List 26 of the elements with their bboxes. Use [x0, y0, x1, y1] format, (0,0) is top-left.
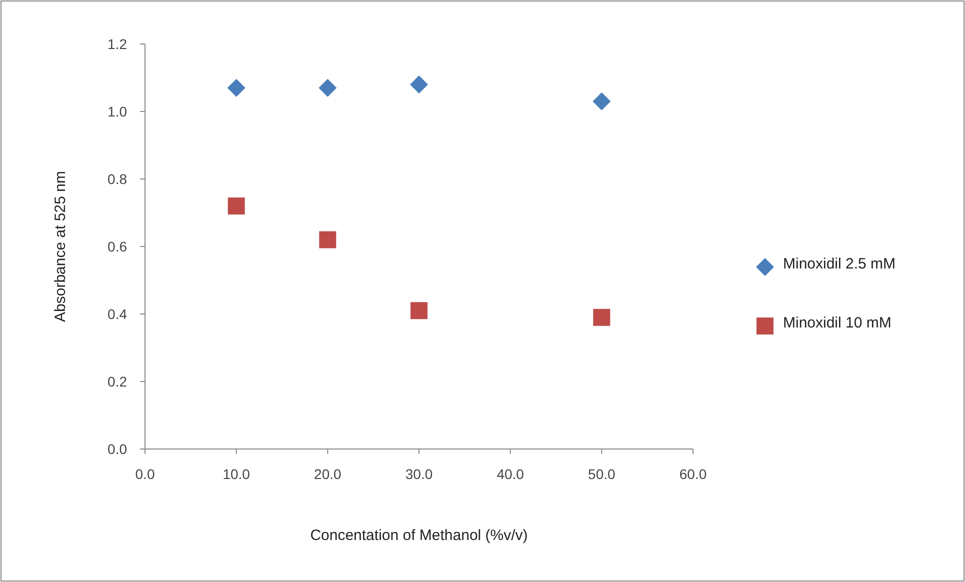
y-tick-label: 0.0 [108, 440, 128, 457]
x-tick-label: 30.0 [405, 466, 433, 482]
point [318, 78, 337, 97]
y-tick-label: 1.2 [108, 36, 128, 52]
point [319, 231, 336, 248]
x-tick-label: 10.0 [222, 466, 250, 482]
point [228, 198, 245, 214]
x-tick-label: 50.0 [588, 466, 616, 482]
point [410, 302, 428, 320]
y-tick-label: 0.4 [108, 306, 128, 322]
legend-label: Minoxidil 10 mM [783, 314, 892, 332]
point [592, 92, 611, 110]
legend-label: Minoxidil 2.5 mM [783, 256, 896, 272]
x-tick-label: 20.0 [314, 466, 342, 482]
y-tick-label: 0.6 [108, 238, 128, 254]
x-tick-label: 40.0 [496, 466, 524, 482]
y-tick-label: 0.8 [108, 170, 128, 187]
x-axis-title: Concentation of Methanol (%v/v) [310, 527, 528, 544]
x-tick-label: 60.0 [679, 466, 707, 482]
y-tick-label: 1.0 [108, 103, 128, 120]
y-axis-title: Absorbance at 525 nm [52, 171, 69, 322]
point [593, 308, 610, 326]
point [227, 78, 246, 97]
x-tick-label: 0.0 [135, 466, 155, 482]
point [410, 76, 428, 94]
y-tick-label: 0.2 [108, 373, 128, 390]
